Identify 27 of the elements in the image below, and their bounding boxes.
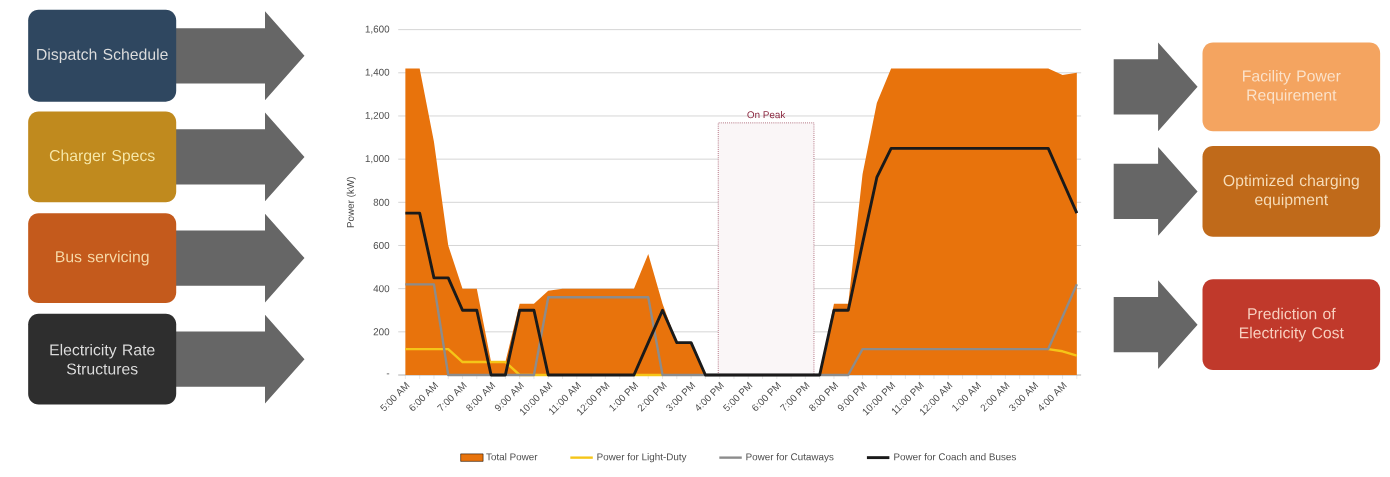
y-tick-label: 200 (373, 328, 390, 336)
y-tick-label: 400 (373, 285, 390, 293)
y-tick-label: 600 (373, 242, 390, 250)
y-tick-label: 800 (373, 198, 390, 206)
legend-label: Power for Coach and Buses (894, 453, 1016, 461)
x-tick-label: 3:00 AM (1009, 382, 1039, 412)
text: Prediction of Electricity Cost (1239, 307, 1344, 342)
y-axis-title: Power (kW) (346, 177, 356, 228)
x-tick-label: 8:00 AM (466, 382, 496, 412)
legend-label: Total Power (486, 453, 538, 461)
legend-label: Power for Light-Duty (597, 453, 687, 463)
y-tick-label: 1,400 (365, 68, 390, 78)
text: Dispatch Schedule (37, 48, 168, 64)
text: Optimized charging equipment (1223, 174, 1359, 209)
text: Facility Power Requirement (1243, 70, 1341, 104)
x-tick-label: 3:00 PM (666, 382, 696, 412)
band-label: On Peak (747, 111, 786, 119)
y-tick-label: 1,200 (365, 112, 390, 121)
y-tick-label: 1,600 (365, 25, 390, 34)
x-tick-label: 8:00 PM (809, 382, 839, 412)
x-tick-label: 4:00 PM (696, 382, 724, 411)
text: Electricity Rate Structures (50, 344, 155, 375)
legend-label: Power for Cutaways (746, 453, 834, 463)
text: Bus servicing (56, 250, 149, 266)
y-tick-label: 1,000 (365, 155, 390, 164)
y-tick-label: - (386, 373, 390, 375)
text: Charger Specs (49, 149, 155, 165)
